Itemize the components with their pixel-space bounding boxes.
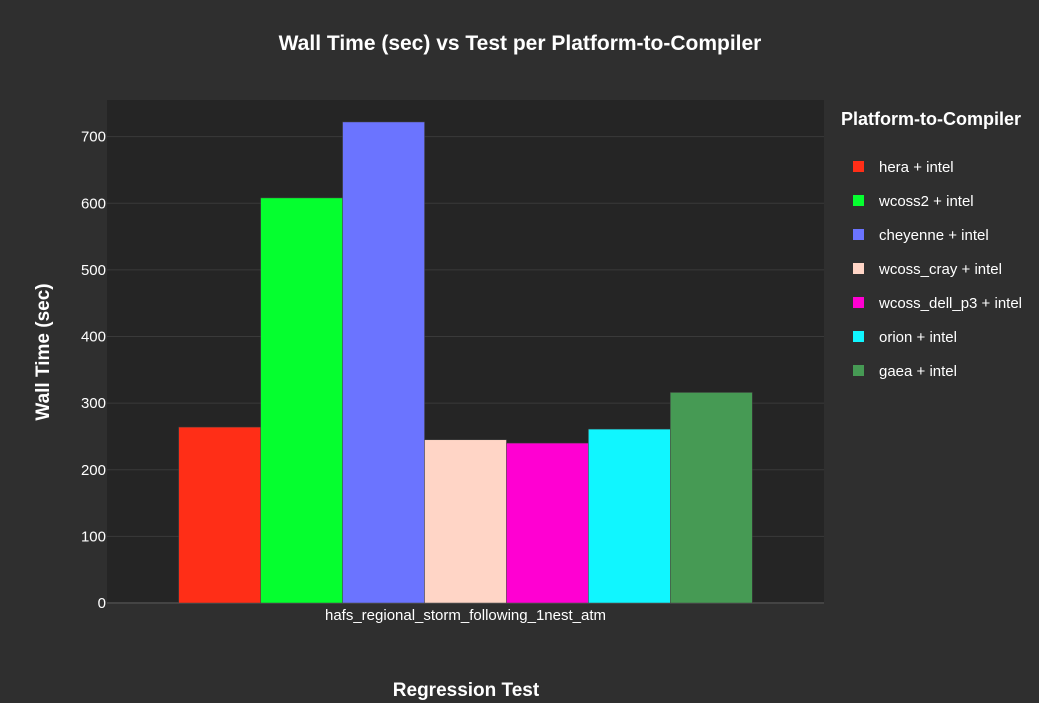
legend-swatch [853,297,864,308]
legend-title: Platform-to-Compiler [841,109,1021,129]
legend-label: cheyenne + intel [879,227,989,244]
legend-swatch [853,161,864,172]
legend-label: orion + intel [879,329,957,346]
legend-swatch [853,229,864,240]
chart-title: Wall Time (sec) vs Test per Platform-to-… [279,32,762,55]
bar [506,442,589,604]
y-tick-label: 500 [81,262,106,279]
legend-label: wcoss_dell_p3 + intel [878,295,1022,312]
bar [670,392,753,604]
bar [260,197,343,604]
legend-label: gaea + intel [879,363,957,380]
y-tick-label: 700 [81,129,106,146]
legend-swatch [853,331,864,342]
y-tick-label: 400 [81,329,106,346]
y-tick-label: 300 [81,395,106,412]
legend-label: wcoss2 + intel [878,193,974,210]
y-tick-label: 0 [98,595,106,612]
y-tick-label: 200 [81,462,106,479]
legend-label: hera + intel [879,159,954,176]
y-tick-label: 100 [81,528,106,545]
legend-label: wcoss_cray + intel [878,261,1002,278]
legend-swatch [853,195,864,206]
legend-swatch [853,365,864,376]
legend-swatch [853,263,864,274]
bar [342,121,425,604]
ticks: 0 100 200 300 400 500 600 700 hafs_regional_stor… [81,129,606,624]
bar [588,428,671,604]
y-tick-label: 600 [81,195,106,212]
bars [178,121,753,604]
legend: Platform-to-Compiler hera + intel wcoss2 … [841,109,1022,380]
y-axis-title: Wall Time (sec) [33,283,54,420]
x-axis-title: Regression Test [393,680,540,701]
bar [424,439,507,604]
bar [178,426,261,604]
x-tick-label: hafs_regional_storm_following_1nest_atm [325,607,606,624]
